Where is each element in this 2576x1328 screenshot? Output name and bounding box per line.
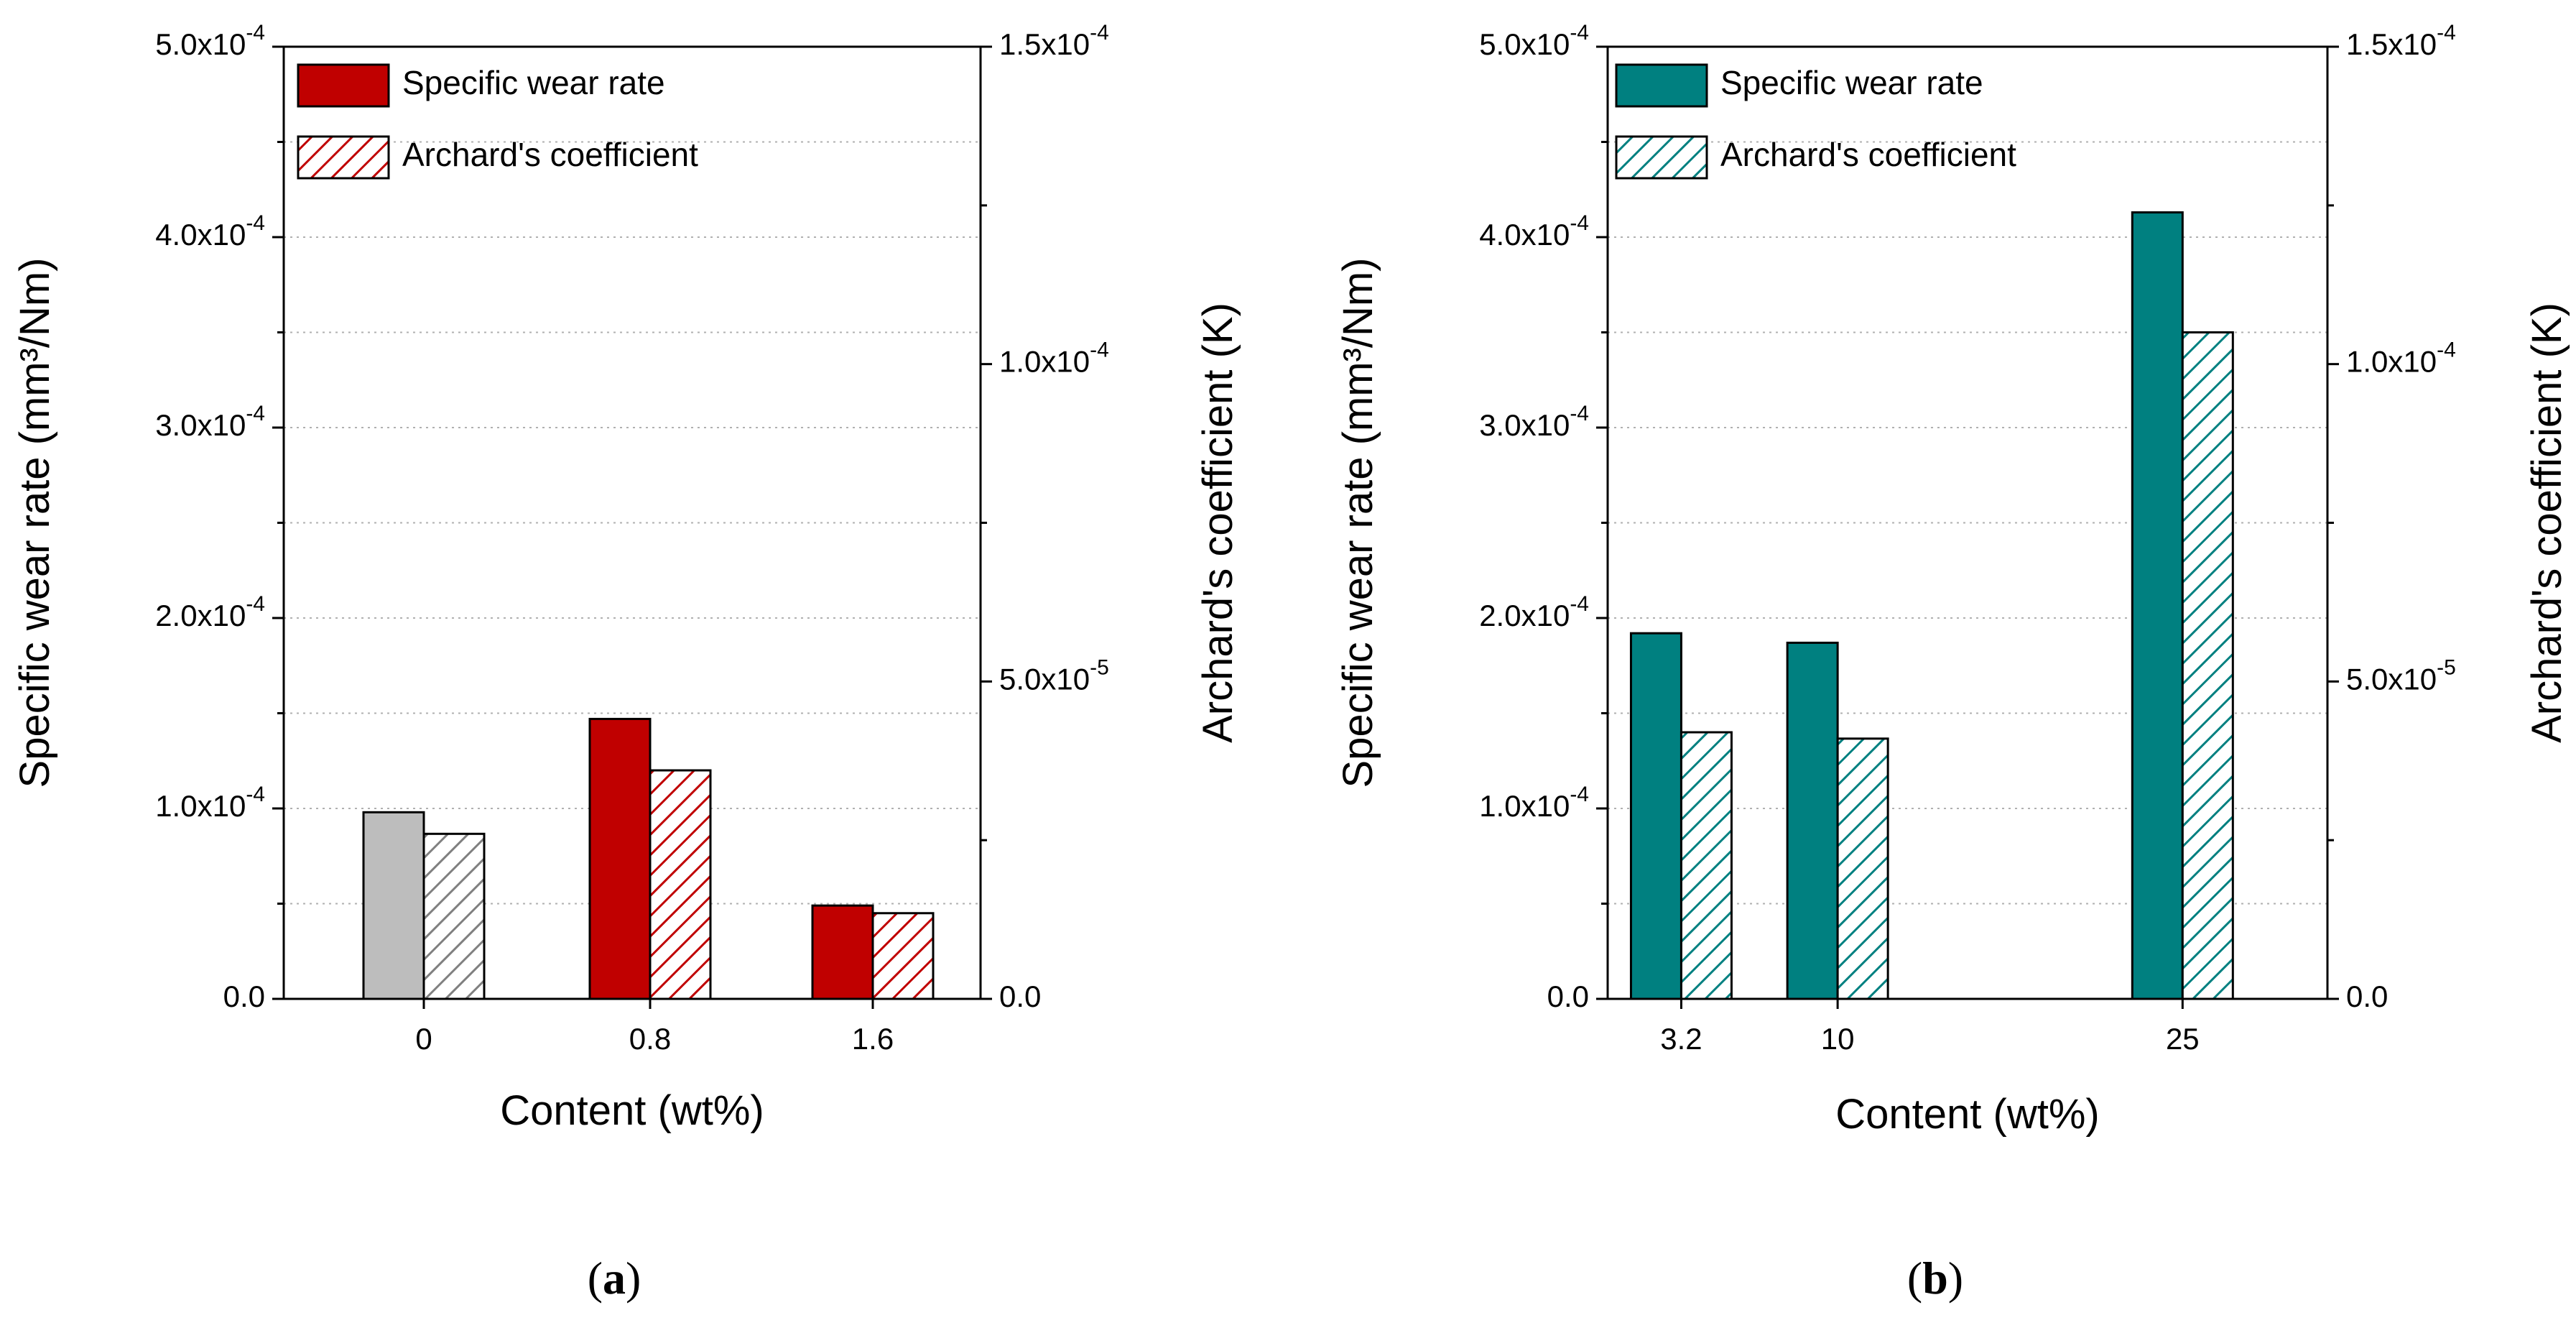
left-tick-label-exponent: -4 [1570, 592, 1589, 616]
x-tick-label: 0 [415, 1022, 432, 1056]
bar-archards-coefficient-10 [1836, 737, 1889, 1000]
legend-label-archards-coefficient: Archard's coefficient [1720, 136, 2016, 173]
right-tick-label: 1.5x10-4 [2346, 21, 2456, 61]
legend-label-specific-wear-rate: Specific wear rate [1720, 64, 1983, 101]
legend-label-archards-coefficient: Archard's coefficient [402, 136, 698, 173]
x-tick-label: 0.8 [629, 1022, 671, 1056]
left-tick-label: 2.0x10-4 [155, 592, 265, 632]
x-tick-label: 25 [2166, 1022, 2200, 1056]
left-tick-label-exponent: -4 [246, 211, 265, 235]
right-tick-label-mantissa: 0.0 [2346, 979, 2388, 1013]
left-tick-label-exponent: -4 [1570, 402, 1589, 425]
right-tick-label: 0.0 [999, 979, 1041, 1013]
left-tick-label: 3.0x10-4 [1479, 402, 1589, 442]
x-axis-title: Content (wt%) [500, 1087, 764, 1134]
right-tick-label-exponent: -4 [1090, 21, 1109, 45]
right-tick-label-mantissa: 5.0x10 [999, 662, 1090, 696]
panel-label-close-paren: ) [626, 1253, 641, 1304]
right-tick-label: 1.0x10-4 [999, 338, 1109, 379]
legend-label-specific-wear-rate: Specific wear rate [402, 64, 665, 101]
panel-label-open-paren: ( [588, 1253, 603, 1304]
right-tick-label-mantissa: 1.0x10 [2346, 345, 2437, 379]
legend-swatch-specific-wear-rate [297, 63, 390, 108]
left-tick-label: 0.0 [1547, 979, 1589, 1013]
left-tick-label-mantissa: 0.0 [1547, 979, 1589, 1013]
left-tick-label: 5.0x10-4 [1479, 21, 1589, 61]
panel-label-open-paren: ( [1907, 1253, 1922, 1304]
panel-label-close-paren: ) [1948, 1253, 1963, 1304]
left-tick-label-mantissa: 3.0x10 [1479, 408, 1570, 442]
left-tick-label: 1.0x10-4 [155, 783, 265, 823]
bar-archards-coefficient-25 [2181, 331, 2234, 1000]
left-tick-label-mantissa: 3.0x10 [155, 408, 246, 442]
x-tick-label: 1.6 [852, 1022, 894, 1056]
bar-specific-wear-rate-0 [362, 811, 425, 1000]
right-tick-label-mantissa: 0.0 [999, 979, 1041, 1013]
bar-specific-wear-rate-1.6 [811, 904, 874, 1000]
left-tick-label-exponent: -4 [1570, 211, 1589, 235]
left-tick-label: 3.0x10-4 [155, 402, 265, 442]
right-tick-label-exponent: -4 [2437, 21, 2456, 45]
legend-swatch-archards-coefficient [1615, 135, 1708, 180]
chart-panel-a: 0.01.0x10-42.0x10-43.0x10-44.0x10-45.0x1… [11, 21, 1241, 1304]
bar-archards-coefficient-0 [422, 832, 486, 1000]
left-tick-label-mantissa: 5.0x10 [1479, 27, 1570, 61]
bar-archards-coefficient-3.2 [1680, 731, 1733, 1000]
left-y-axis-title: Specific wear rate (mm³/Nm) [1335, 258, 1381, 788]
right-tick-label-exponent: -4 [2437, 338, 2456, 362]
left-tick-label-exponent: -4 [246, 592, 265, 616]
chart-panel-b: 0.01.0x10-42.0x10-43.0x10-44.0x10-45.0x1… [1335, 21, 2570, 1304]
left-tick-label: 5.0x10-4 [155, 21, 265, 61]
panel-label-letter: a [603, 1253, 626, 1304]
x-tick-label: 10 [1821, 1022, 1855, 1056]
right-tick-label-mantissa: 5.0x10 [2346, 662, 2437, 696]
left-tick-label-mantissa: 1.0x10 [155, 789, 246, 823]
left-tick-label-mantissa: 2.0x10 [1479, 599, 1570, 632]
panel-label: (b) [1907, 1253, 1963, 1304]
left-tick-label-mantissa: 5.0x10 [155, 27, 246, 61]
right-tick-label: 1.5x10-4 [999, 21, 1109, 61]
left-tick-label-mantissa: 4.0x10 [1479, 218, 1570, 252]
left-tick-label-mantissa: 1.0x10 [1479, 789, 1570, 823]
left-tick-label: 2.0x10-4 [1479, 592, 1589, 632]
left-tick-label-exponent: -4 [246, 21, 265, 45]
left-tick-label: 4.0x10-4 [1479, 211, 1589, 252]
x-tick-label: 3.2 [1660, 1022, 1702, 1056]
legend-swatch-specific-wear-rate [1615, 63, 1708, 108]
right-tick-label-exponent: -5 [1090, 655, 1109, 679]
left-tick-label-exponent: -4 [246, 402, 265, 425]
left-tick-label: 1.0x10-4 [1479, 783, 1589, 823]
left-tick-label: 0.0 [223, 979, 265, 1013]
left-tick-label-exponent: -4 [1570, 783, 1589, 806]
panel-label: (a) [588, 1253, 641, 1304]
bar-specific-wear-rate-3.2 [1629, 632, 1682, 1000]
left-tick-label: 4.0x10-4 [155, 211, 265, 252]
right-y-axis-title: Archard's coefficient (K) [1195, 303, 1241, 743]
panel-label-letter: b [1922, 1253, 1948, 1304]
bar-specific-wear-rate-25 [2131, 211, 2184, 1000]
x-axis-title: Content (wt%) [1835, 1091, 2099, 1138]
left-tick-label-mantissa: 4.0x10 [155, 218, 246, 252]
right-y-axis-title: Archard's coefficient (K) [2524, 303, 2570, 743]
right-tick-label-mantissa: 1.5x10 [999, 27, 1090, 61]
bar-archards-coefficient-0.8 [649, 769, 712, 1000]
left-tick-label-exponent: -4 [246, 783, 265, 806]
right-tick-label-mantissa: 1.5x10 [2346, 27, 2437, 61]
right-tick-label-exponent: -4 [1090, 338, 1109, 362]
left-tick-label-mantissa: 2.0x10 [155, 599, 246, 632]
bar-specific-wear-rate-10 [1786, 641, 1839, 1000]
left-tick-label-mantissa: 0.0 [223, 979, 265, 1013]
bar-archards-coefficient-1.6 [871, 912, 935, 1000]
right-tick-label: 1.0x10-4 [2346, 338, 2456, 379]
left-tick-label-exponent: -4 [1570, 21, 1589, 45]
legend-swatch-archards-coefficient [297, 135, 390, 180]
bar-specific-wear-rate-0.8 [588, 717, 652, 1000]
right-tick-label: 5.0x10-5 [2346, 655, 2456, 696]
right-tick-label: 0.0 [2346, 979, 2388, 1013]
right-tick-label-exponent: -5 [2437, 655, 2456, 679]
right-tick-label-mantissa: 1.0x10 [999, 345, 1090, 379]
right-tick-label: 5.0x10-5 [999, 655, 1109, 696]
left-y-axis-title: Specific wear rate (mm³/Nm) [11, 258, 58, 788]
